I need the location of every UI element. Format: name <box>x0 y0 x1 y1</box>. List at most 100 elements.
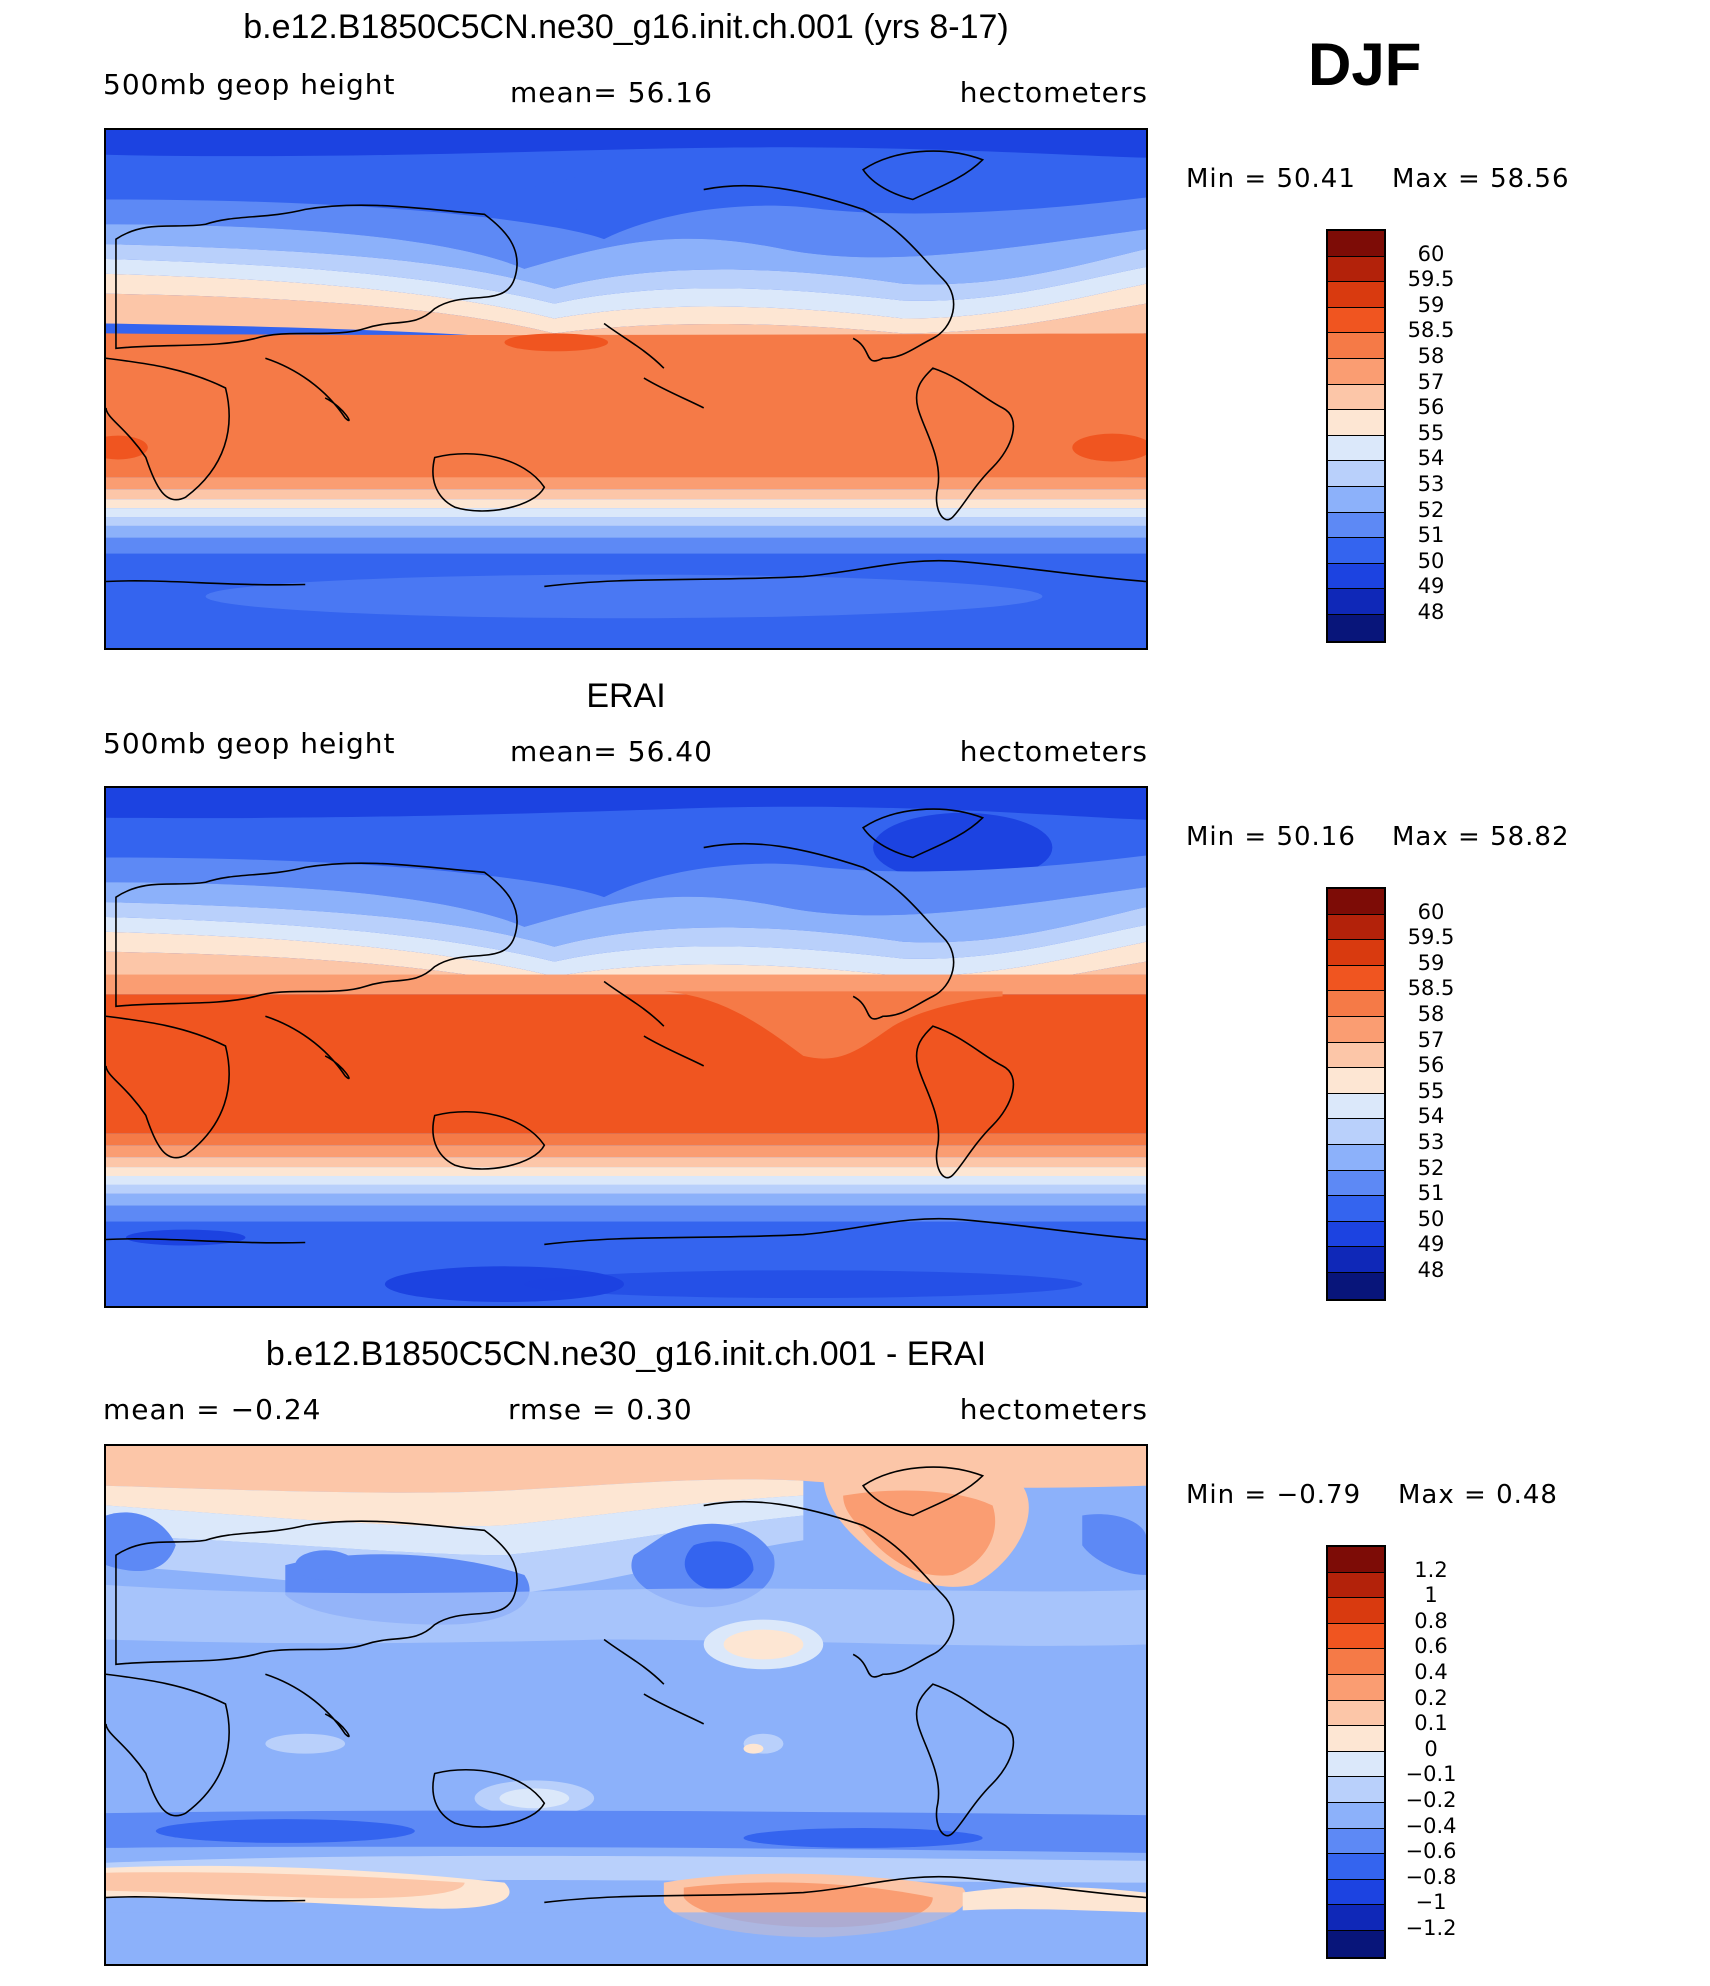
panel-1-units-label: hectometers <box>959 76 1148 109</box>
panel-2-colorbar-tick-label: 56 <box>1417 1053 1445 1078</box>
panel-1-colorbar-swatch <box>1328 512 1384 539</box>
panel-1-variable-label: 500mb geop height <box>103 68 396 101</box>
panel-3-colorbar-swatch <box>1328 1700 1384 1727</box>
panel-2-colorbar-swatch <box>1328 1119 1384 1145</box>
panel-2-colorbar-swatch <box>1328 1170 1384 1197</box>
panel-3-colorbar-tick-label: 1.2 <box>1414 1557 1448 1582</box>
panel-3-colorbar-tick-label: 0 <box>1424 1736 1438 1761</box>
panel-2-colorbar-swatch <box>1328 1272 1384 1299</box>
panel-1-colorbar-swatch <box>1328 486 1384 513</box>
panel-3-colorbar-swatch <box>1328 1598 1384 1624</box>
panel-1-colorbar-swatch <box>1328 384 1384 411</box>
panel-1-colorbar-swatch <box>1328 538 1384 564</box>
panel-1-colorbar-swatch <box>1328 461 1384 487</box>
panel-2-colorbar-tick-label: 60 <box>1417 899 1445 924</box>
panel-1-colorbar-swatch <box>1328 333 1384 359</box>
panel-3-colorbar-tick-label: −1 <box>1415 1890 1447 1915</box>
panel-3-colorbar-swatch <box>1328 1623 1384 1650</box>
panel-2-min-label: Min = 50.16 <box>1186 822 1356 852</box>
panel-2-colorbar-swatch <box>1328 940 1384 966</box>
panel-3-colorbar-swatch <box>1328 1828 1384 1855</box>
panel-2-colorbar-tick-label: 58 <box>1417 1002 1445 1026</box>
panel-2-colorbar-swatch <box>1328 965 1384 992</box>
panel-1-colorbar-tick-label: 60 <box>1417 241 1445 266</box>
panel-3-colorbar-swatch <box>1328 1726 1384 1752</box>
panel-3-units-label: hectometers <box>959 1393 1148 1426</box>
panel-2-max-label: Max = 58.82 <box>1392 822 1570 852</box>
panel-3-colorbar <box>1326 1545 1386 1959</box>
panel-3-mean-label: mean = −0.24 <box>103 1393 322 1426</box>
panel-2-colorbar-swatch <box>1328 1247 1384 1273</box>
panel-3-colorbar-swatch <box>1328 1777 1384 1803</box>
panel-2-colorbar-tick-label: 58.5 <box>1407 976 1455 1001</box>
panel-1-colorbar-swatch <box>1328 358 1384 385</box>
panel-3-colorbar-swatch <box>1328 1751 1384 1778</box>
panel-2-colorbar-swatch <box>1328 1016 1384 1043</box>
panel-1-max-label: Max = 58.56 <box>1392 164 1570 194</box>
panel-2-colorbar-swatch <box>1328 1221 1384 1248</box>
panel-1-colorbar-tick-label: 50 <box>1417 548 1445 573</box>
panel-2-colorbar-tick-label: 52 <box>1417 1155 1445 1180</box>
panel-3-colorbar-swatch <box>1328 1802 1384 1829</box>
panel-2-colorbar-swatch <box>1328 1093 1384 1120</box>
panel-1-colorbar-tick-label: 55 <box>1417 420 1445 445</box>
panel-2-colorbar-tick-label: 49 <box>1417 1232 1445 1257</box>
panel-2-title: ERAI <box>586 677 666 715</box>
panel-2-contour-field <box>106 788 1146 1306</box>
panel-1-title: b.e12.B1850C5CN.ne30_g16.init.ch.001 (yr… <box>243 8 1009 46</box>
panel-3-colorbar-swatch <box>1328 1674 1384 1701</box>
panel-2-colorbar-tick-label: 48 <box>1417 1258 1445 1282</box>
panel-1-colorbar-swatch <box>1328 563 1384 590</box>
panel-3-colorbar-swatch <box>1328 1572 1384 1599</box>
panel-3-colorbar-tick-label: 0.1 <box>1414 1711 1448 1736</box>
panel-3-colorbar-tick-label: 0.8 <box>1414 1608 1448 1633</box>
panel-1-colorbar-tick-label: 58 <box>1417 344 1445 368</box>
panel-1-colorbar-tick-label: 59.5 <box>1407 267 1455 292</box>
panel-2-variable-label: 500mb geop height <box>103 727 396 760</box>
panel-2-colorbar-swatch <box>1328 889 1384 915</box>
panel-3-colorbar-tick-label: −0.4 <box>1405 1813 1457 1838</box>
panel-2-colorbar-swatch <box>1328 914 1384 941</box>
panel-1-colorbar-tick-label: 54 <box>1417 446 1445 471</box>
panel-3-colorbar-swatch <box>1328 1854 1384 1880</box>
panel-3-map <box>104 1444 1148 1966</box>
panel-2-colorbar-tick-label: 51 <box>1417 1181 1445 1206</box>
panel-1-colorbar <box>1326 229 1386 643</box>
panel-1-colorbar-tick-label: 56 <box>1417 395 1445 420</box>
panel-2-map <box>104 786 1148 1308</box>
panel-1-contour-field <box>106 130 1146 648</box>
panel-2-colorbar-tick-label: 50 <box>1417 1206 1445 1231</box>
panel-2-colorbar-swatch <box>1328 991 1384 1017</box>
panel-3-colorbar-swatch <box>1328 1930 1384 1957</box>
panel-1-colorbar-swatch <box>1328 435 1384 462</box>
panel-3-min-label: Min = −0.79 <box>1186 1480 1362 1510</box>
panel-3-colorbar-tick-label: −0.8 <box>1405 1864 1457 1889</box>
panel-2-colorbar-swatch <box>1328 1042 1384 1069</box>
panel-1-colorbar-tick-label: 52 <box>1417 497 1445 522</box>
panel-3-colorbar-tick-label: −0.2 <box>1405 1788 1457 1812</box>
panel-1-colorbar-tick-label: 59 <box>1417 292 1445 317</box>
panel-3-colorbar-tick-label: −0.6 <box>1405 1839 1457 1864</box>
panel-3-colorbar-swatch <box>1328 1905 1384 1931</box>
panel-1-colorbar-tick-label: 57 <box>1417 369 1445 394</box>
panel-2-colorbar-swatch <box>1328 1144 1384 1171</box>
panel-3-contour-field <box>106 1446 1146 1964</box>
panel-3-colorbar-tick-label: −1.2 <box>1405 1916 1457 1940</box>
panel-3-colorbar-tick-label: 0.6 <box>1414 1634 1448 1659</box>
panel-1-min-label: Min = 50.41 <box>1186 164 1356 194</box>
panel-3-title: b.e12.B1850C5CN.ne30_g16.init.ch.001 - E… <box>265 1335 987 1373</box>
panel-2-units-label: hectometers <box>959 735 1148 768</box>
panel-1-map <box>104 128 1148 650</box>
panel-1-colorbar-tick-label: 51 <box>1417 523 1445 548</box>
panel-2-colorbar-swatch <box>1328 1196 1384 1222</box>
panel-1-colorbar-swatch <box>1328 589 1384 615</box>
panel-1-colorbar-swatch <box>1328 614 1384 641</box>
panel-2-colorbar-tick-label: 59 <box>1417 950 1445 975</box>
panel-1-colorbar-swatch <box>1328 282 1384 308</box>
panel-3-rmse-label: rmse = 0.30 <box>508 1393 693 1426</box>
panel-2-colorbar-tick-label: 53 <box>1417 1130 1445 1154</box>
panel-3-colorbar-tick-label: 0.4 <box>1414 1660 1448 1684</box>
panel-1-colorbar-swatch <box>1328 410 1384 436</box>
panel-3-colorbar-swatch <box>1328 1649 1384 1675</box>
season-label: DJF <box>1308 31 1422 98</box>
